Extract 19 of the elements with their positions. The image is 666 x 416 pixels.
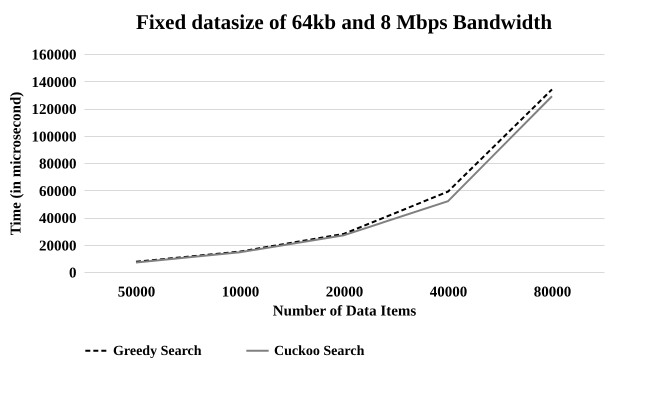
x-axis-title: Number of Data Items	[272, 304, 416, 320]
x-tick-label: 10000	[222, 284, 260, 300]
y-tick-label: 40000	[39, 211, 76, 227]
y-tick-label: 140000	[32, 74, 76, 91]
chart-title: Fixed datasize of 64kb and 8 Mbps Bandwidth	[136, 10, 552, 34]
y-tick-label: 0	[69, 266, 76, 282]
x-tick-label: 80000	[534, 284, 572, 300]
x-tick-label: 50000	[118, 284, 156, 300]
legend-label: Cuckoo Search	[274, 344, 365, 359]
legend-label: Greedy Search	[113, 344, 202, 359]
y-tick-label: 160000	[32, 48, 76, 64]
y-tick-label: 120000	[32, 102, 76, 118]
y-tick-label: 100000	[32, 129, 76, 146]
x-tick-label: 20000	[326, 284, 364, 300]
y-tick-label: 80000	[39, 156, 76, 172]
y-tick-label: 20000	[39, 238, 76, 254]
x-tick-label: 40000	[430, 284, 468, 300]
y-tick-label: 60000	[39, 184, 76, 200]
y-axis-title: Time (in microsecond)	[8, 92, 24, 236]
